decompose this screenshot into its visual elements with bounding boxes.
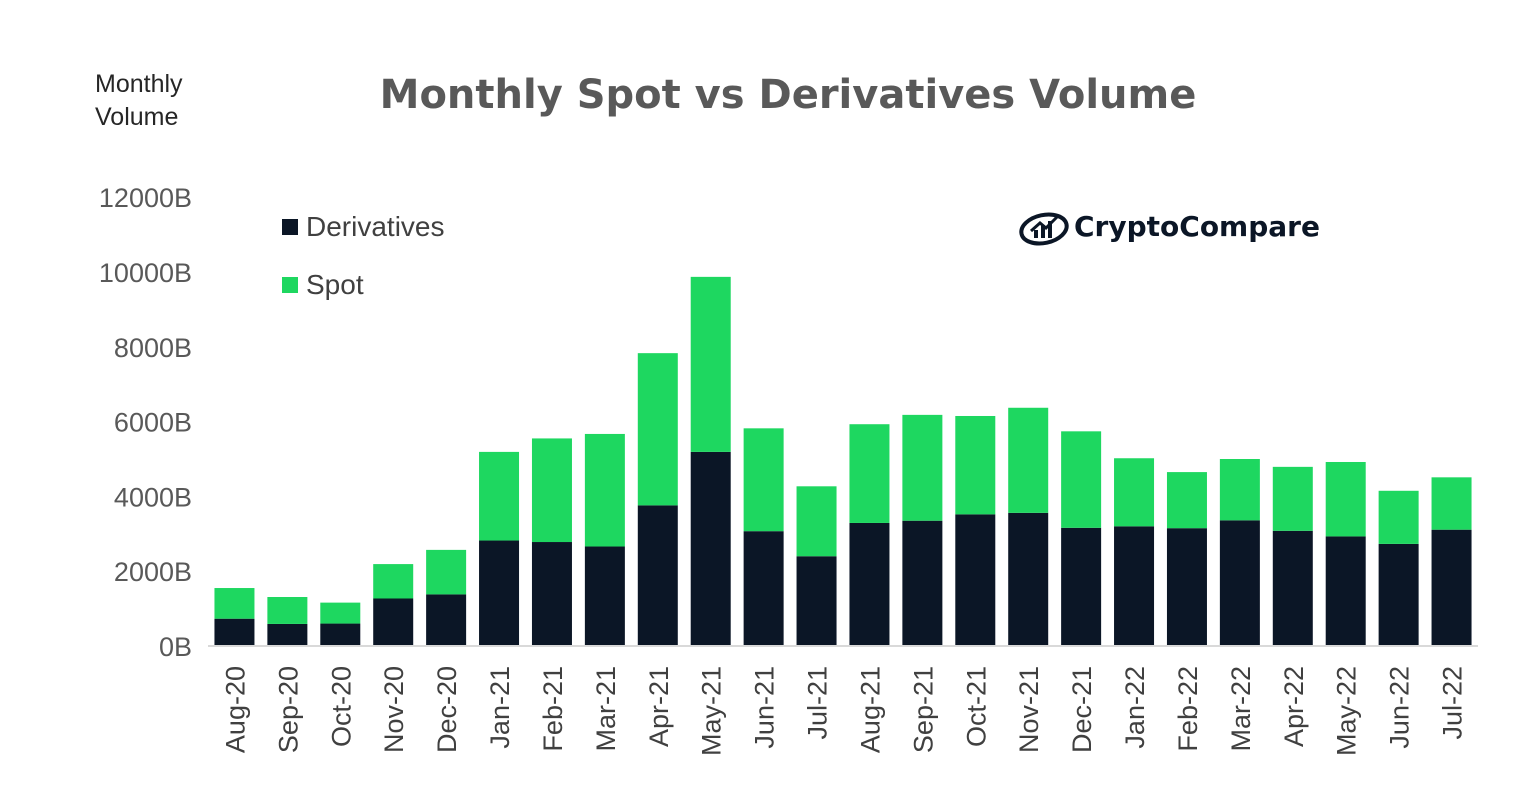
bar-spot-nov-21 (1008, 407, 1049, 513)
bar-derivatives-nov-20 (373, 598, 414, 646)
bar-derivatives-mar-22 (1219, 520, 1260, 646)
x-tick-label: Jul-21 (803, 666, 833, 740)
bars (214, 276, 1472, 646)
bar-spot-jun-21 (743, 428, 784, 532)
x-tick-label: Nov-21 (1014, 666, 1044, 753)
y-tick-label: 12000B (99, 183, 192, 213)
bar-spot-feb-22 (1166, 472, 1207, 529)
x-tick-label: Mar-21 (591, 666, 621, 752)
bar-spot-dec-20 (426, 549, 467, 595)
bar-derivatives-oct-20 (320, 623, 361, 646)
x-tick-label: Jun-21 (750, 666, 780, 749)
bar-spot-mar-22 (1219, 459, 1260, 521)
x-tick-label: Apr-21 (644, 666, 674, 747)
bar-spot-feb-21 (531, 438, 572, 543)
y-tick-label: 8000B (114, 333, 192, 363)
chart-title: Monthly Spot vs Derivatives Volume (380, 72, 1197, 118)
x-tick-label: May-21 (697, 666, 727, 756)
x-tick-label: Dec-20 (432, 666, 462, 753)
cryptocompare-logo: CryptoCompare (1019, 210, 1320, 246)
x-axis-ticks: Aug-20 Sep-20 Oct-20 Nov-20 Dec-20 Jan-21 Feb-… (220, 666, 1467, 756)
logo-text: CryptoCompare (1074, 210, 1320, 243)
bar-derivatives-jan-21 (479, 540, 520, 646)
legend-swatch-derivatives (282, 219, 298, 235)
bar-spot-aug-21 (849, 424, 890, 523)
x-tick-label: Jul-22 (1438, 666, 1468, 740)
x-tick-label: Sep-21 (908, 666, 938, 753)
bar-spot-sep-20 (267, 597, 308, 624)
x-tick-label: Oct-21 (961, 666, 991, 747)
bar-derivatives-feb-22 (1166, 528, 1207, 646)
bar-derivatives-sep-21 (902, 520, 943, 646)
x-tick-label: Jan-21 (485, 666, 515, 749)
bar-spot-nov-20 (373, 564, 414, 599)
x-tick-label: Jan-22 (1120, 666, 1150, 749)
cryptocompare-logo-icon (1019, 212, 1069, 246)
bar-derivatives-aug-21 (849, 522, 890, 646)
bar-spot-oct-21 (955, 415, 996, 515)
x-tick-label: Feb-21 (538, 666, 568, 752)
bar-derivatives-nov-21 (1008, 512, 1049, 646)
legend-swatch-spot (282, 277, 298, 293)
bar-derivatives-feb-21 (531, 542, 572, 646)
bar-derivatives-oct-21 (955, 514, 996, 646)
x-tick-label: Oct-20 (326, 666, 356, 747)
x-tick-label: Aug-21 (855, 666, 885, 753)
bar-spot-dec-21 (1061, 431, 1102, 528)
bar-spot-jan-21 (479, 451, 520, 541)
bar-derivatives-jul-22 (1431, 529, 1472, 646)
bar-derivatives-may-21 (690, 451, 731, 646)
bar-derivatives-apr-22 (1272, 530, 1313, 646)
bar-derivatives-aug-20 (214, 618, 255, 646)
x-tick-label: Nov-20 (379, 666, 409, 753)
bar-spot-jul-21 (796, 486, 837, 557)
y-axis-label-line1: Monthly (95, 70, 183, 98)
bar-derivatives-jan-22 (1114, 526, 1155, 646)
legend-label-spot: Spot (306, 269, 364, 300)
bar-spot-sep-21 (902, 414, 943, 521)
bar-derivatives-dec-20 (426, 594, 467, 646)
bar-derivatives-mar-21 (584, 546, 625, 646)
x-tick-label: Mar-22 (1226, 666, 1256, 752)
x-tick-label: Jun-22 (1385, 666, 1415, 749)
y-axis-label-line2: Volume (95, 103, 178, 131)
x-tick-label: Feb-22 (1173, 666, 1203, 752)
bar-derivatives-dec-21 (1061, 527, 1102, 646)
x-tick-label: May-22 (1332, 666, 1362, 756)
bar-derivatives-jun-22 (1378, 543, 1419, 646)
legend: Derivatives Spot (282, 211, 444, 300)
bar-derivatives-jul-21 (796, 556, 837, 646)
y-tick-label: 2000B (114, 557, 192, 587)
y-axis-ticks: 0B 2000B 4000B 6000B 8000B 10000B 12000B (99, 183, 192, 662)
bar-spot-jun-22 (1378, 490, 1419, 544)
bar-spot-may-22 (1325, 461, 1366, 537)
x-tick-label: Aug-20 (220, 666, 250, 753)
bar-derivatives-sep-20 (267, 623, 308, 646)
x-tick-label: Apr-22 (1279, 666, 1309, 747)
bar-spot-mar-21 (584, 433, 625, 547)
bar-spot-oct-20 (320, 602, 361, 624)
bar-spot-may-21 (690, 276, 731, 452)
bar-spot-jan-22 (1114, 458, 1155, 527)
y-tick-label: 4000B (114, 482, 192, 512)
y-tick-label: 0B (159, 632, 192, 662)
bar-spot-aug-20 (214, 588, 255, 619)
bar-spot-jul-22 (1431, 477, 1472, 530)
x-tick-label: Dec-21 (1067, 666, 1097, 753)
bar-derivatives-may-22 (1325, 536, 1366, 646)
x-tick-label: Sep-20 (273, 666, 303, 753)
bar-spot-apr-21 (637, 353, 678, 506)
y-tick-label: 10000B (99, 258, 192, 288)
bar-spot-apr-22 (1272, 466, 1313, 531)
bar-derivatives-jun-21 (743, 531, 784, 646)
y-tick-label: 6000B (114, 408, 192, 438)
legend-label-derivatives: Derivatives (306, 211, 444, 242)
bar-derivatives-apr-21 (637, 505, 678, 646)
